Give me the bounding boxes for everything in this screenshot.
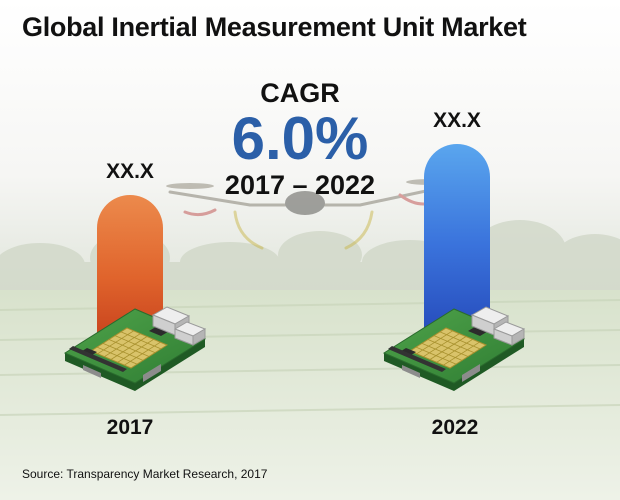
category-label-2022: 2022 (432, 416, 479, 439)
imu-circuit-board-icon (63, 306, 207, 391)
category-label-2017: 2017 (107, 416, 154, 439)
cagr-value: 6.0% (231, 105, 369, 172)
cagr-label: CAGR (260, 78, 340, 108)
chart-bar-2017 (97, 195, 163, 345)
chart-bar-2022 (424, 144, 490, 345)
source-note: Source: Transparency Market Research, 20… (22, 467, 268, 481)
imu-circuit-board-icon (382, 306, 526, 391)
cagr-period: 2017 – 2022 (224, 170, 376, 200)
data-label-2022: XX.X (433, 109, 481, 132)
chart-title: Global Inertial Measurement Unit Market (22, 12, 527, 42)
data-label-2017: XX.X (106, 160, 154, 183)
